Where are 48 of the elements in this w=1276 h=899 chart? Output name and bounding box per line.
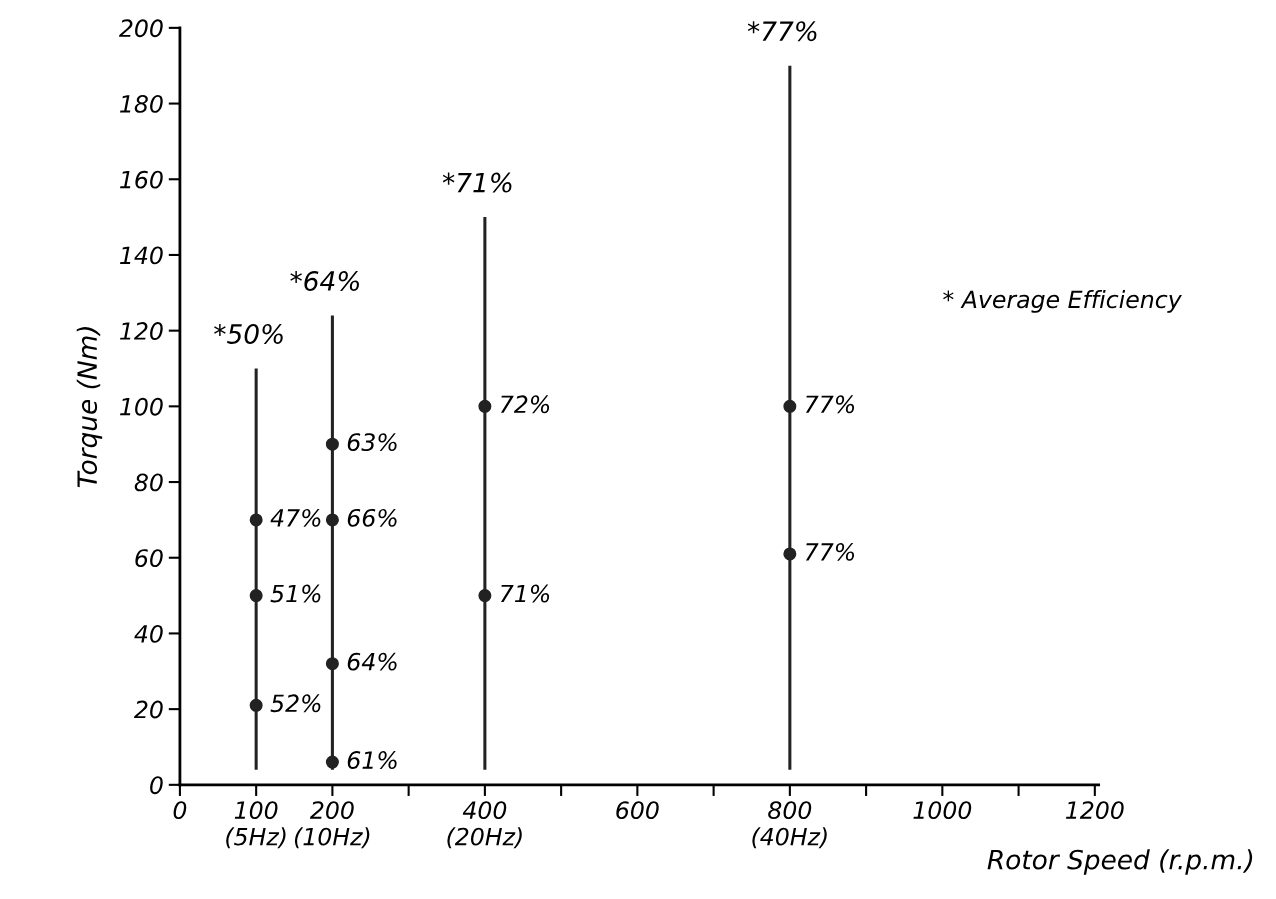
y-tick-label: 180 [120, 95, 163, 113]
point [249, 589, 263, 603]
point [325, 513, 339, 527]
point [783, 399, 797, 413]
annotation: *50% [214, 323, 283, 344]
point [325, 657, 339, 671]
y-tick-label: 60 [135, 549, 163, 568]
point [783, 547, 797, 561]
annotation: 77% [805, 395, 855, 414]
x-tick-label: 600 [616, 801, 659, 820]
annotation: 77% [805, 542, 855, 561]
annotation: 51% [270, 584, 321, 603]
annotation: 61% [347, 751, 397, 769]
annotation: *77% [747, 21, 817, 42]
point [325, 755, 339, 769]
y-tick-label: 120 [120, 322, 163, 340]
y-tick-label: 140 [120, 246, 163, 265]
x-tick-label: 0 [173, 801, 187, 820]
y-tick-label: 200 [118, 19, 163, 38]
y-tick-label: 160 [120, 170, 163, 189]
annotation: 52% [270, 694, 321, 713]
annotation: 64% [347, 652, 397, 671]
annotation: 63% [347, 433, 397, 452]
annotation: * Average Efficiency [943, 290, 1182, 313]
point [249, 513, 263, 527]
y-axis-title: Torque (Nm) [76, 327, 103, 488]
y-tick-label: 40 [134, 624, 163, 643]
annotation: 71% [500, 584, 550, 603]
y-tick-label: 20 [133, 700, 163, 719]
point [478, 589, 492, 603]
point [325, 437, 339, 451]
y-tick-label: 0 [150, 776, 163, 795]
x-tick-label: 100 (5Hz) [226, 801, 286, 849]
annotation: 72% [500, 395, 550, 414]
x-tick-label: 400 (20Hz) [447, 801, 522, 849]
x-tick-label: 1200 [1065, 801, 1124, 820]
x-axis-title: Rotor Speed (r.p.m.) [987, 849, 1253, 875]
point [249, 698, 263, 712]
annotation: *64% [290, 271, 359, 291]
annotation: 47% [270, 508, 321, 527]
y-tick-label: 100 [120, 397, 163, 416]
annotation: *71% [442, 172, 512, 193]
x-tick-label: 200 (10Hz) [294, 801, 370, 849]
x-tick-label: 1000 [913, 801, 972, 820]
annotation: 66% [347, 508, 397, 527]
y-tick-label: 80 [134, 473, 163, 492]
point [478, 399, 492, 413]
x-tick-label: 800 (40Hz) [752, 801, 827, 849]
